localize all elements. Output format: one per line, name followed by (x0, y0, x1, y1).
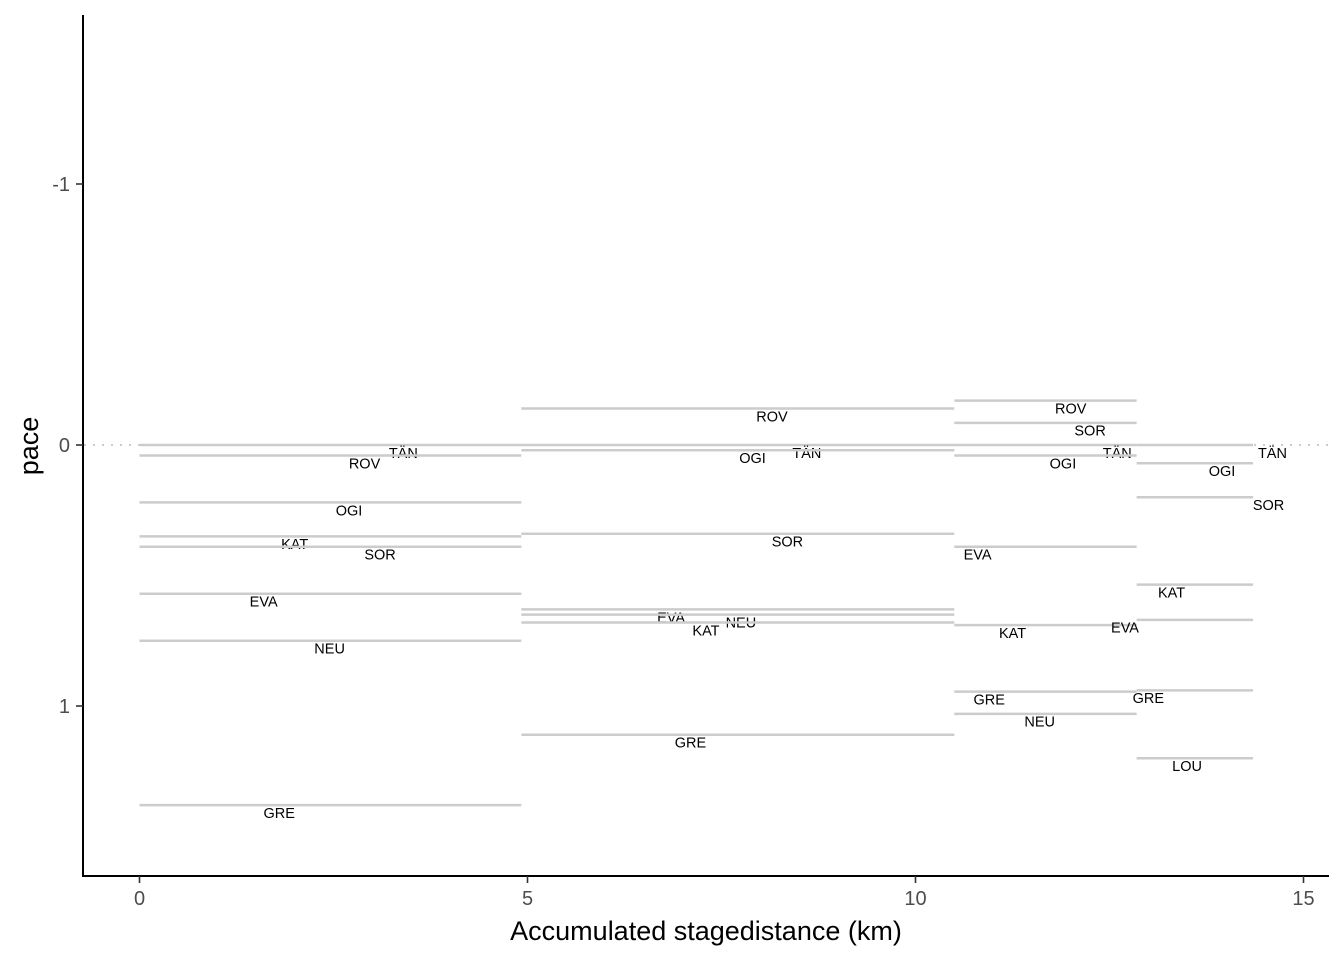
segment-label: OGI (336, 503, 363, 519)
segment-label: OGI (739, 451, 766, 467)
segment-label: KAT (1158, 585, 1185, 601)
segment-label: LOU (1172, 759, 1202, 775)
segment-label: TÄN (1258, 445, 1287, 462)
y-tick-label: 0 (59, 435, 70, 457)
plot-area: TÄN ROV OGI KAT SOR EVA NEU GRE ROV TÄN OGI SOR EVA N… (84, 399, 1329, 822)
segment-label: SOR (1074, 424, 1105, 440)
x-tick-label: 10 (904, 888, 926, 910)
segment-label: KAT (692, 623, 719, 639)
x-axis-title: Accumulated stagedistance (km) (510, 916, 902, 946)
y-tick-label: -1 (52, 174, 70, 196)
segment-label: KAT (999, 626, 1026, 642)
segment-label: SOR (772, 535, 803, 551)
segment-label: SOR (1253, 498, 1284, 514)
segment-label: TÄN (389, 445, 418, 462)
segment-label: OGI (1209, 464, 1236, 480)
segment-label: NEU (1024, 715, 1055, 731)
x-tick-label: 0 (134, 888, 145, 910)
segment-label: OGI (1050, 456, 1077, 472)
y-axis-title: pace (14, 417, 44, 476)
segment-label: GRE (1133, 691, 1165, 707)
segment-label: GRE (974, 692, 1006, 708)
y-tick-label: 1 (59, 696, 70, 718)
segment-label: TÄN (792, 445, 821, 462)
segment-label: TÄN (1103, 445, 1132, 462)
x-ticks: 0 5 10 15 (134, 876, 1315, 910)
segment-label: KAT (281, 537, 308, 553)
segment-label: SOR (364, 548, 395, 564)
segment-label: ROV (349, 456, 381, 472)
x-tick-label: 5 (522, 888, 533, 910)
segment-label: ROV (756, 409, 788, 425)
segment-label: EVA (964, 548, 992, 564)
x-tick-label: 15 (1292, 888, 1314, 910)
segment-label: EVA (1111, 621, 1139, 637)
segment-label: NEU (314, 642, 345, 658)
segment-label: EVA (250, 595, 278, 611)
segment-label: GRE (675, 736, 707, 752)
segment-label: GRE (263, 806, 295, 822)
segment-label: ROV (1055, 401, 1087, 417)
segment-label: EVA (657, 610, 685, 626)
y-ticks: -1 0 1 (52, 174, 83, 718)
